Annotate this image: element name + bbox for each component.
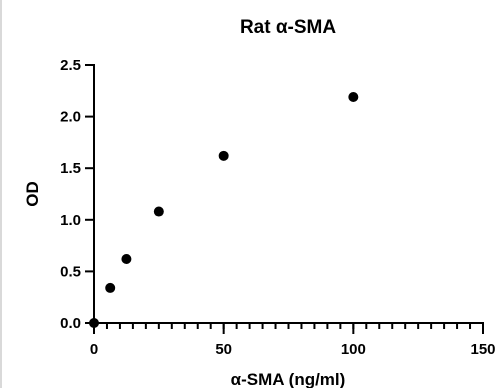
- y-axis-label: OD: [23, 181, 42, 207]
- x-tick-label: 150: [470, 341, 495, 358]
- y-tick-label: 1.5: [60, 160, 81, 177]
- y-tick-label: 2.0: [60, 109, 81, 126]
- y-tick-label: 0.0: [60, 315, 81, 332]
- data-points: [89, 91, 359, 328]
- x-axis-label: α-SMA (ng/ml): [231, 370, 346, 388]
- data-point: [105, 282, 116, 293]
- y-tick-label: 2.5: [60, 57, 81, 74]
- x-axis: 0 50 100 150: [90, 322, 496, 358]
- x-tick-label: 0: [90, 341, 98, 358]
- y-tick-label: 0.5: [60, 263, 81, 280]
- data-point: [348, 91, 359, 102]
- data-point: [153, 206, 164, 217]
- data-point: [121, 254, 132, 265]
- x-tick-label: 100: [341, 341, 366, 358]
- y-axis: 0.0 0.5 1.0 1.5 2.0 2.5: [60, 57, 95, 332]
- y-tick-label: 1.0: [60, 212, 81, 229]
- chart-title: Rat α-SMA: [240, 17, 336, 38]
- window-left-edge: [0, 0, 2, 388]
- x-tick-label: 50: [215, 341, 232, 358]
- data-point: [89, 318, 99, 328]
- data-point: [218, 150, 229, 161]
